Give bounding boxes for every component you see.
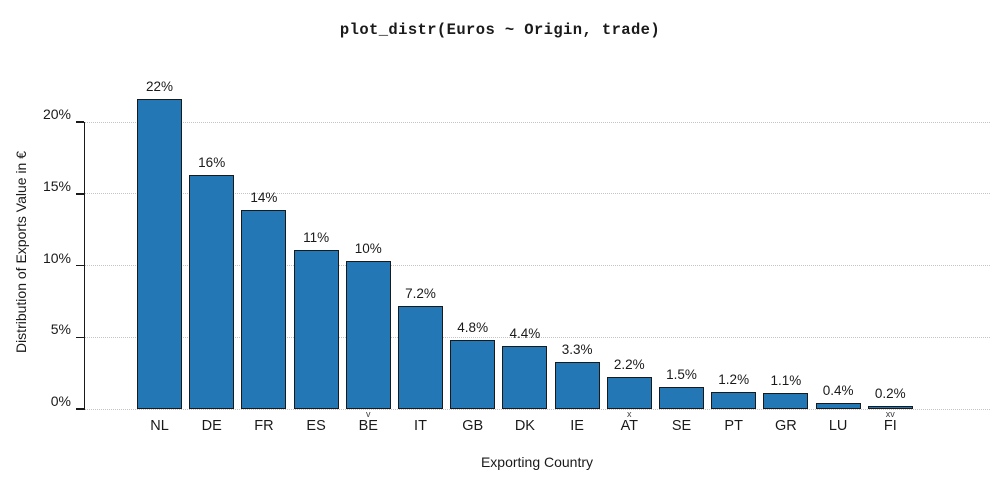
x-tick-mark-FI: xv — [885, 409, 895, 419]
x-tick-label-GB: GB — [462, 418, 484, 434]
x-tick-label-ES: ES — [306, 418, 326, 434]
bar-value-label-IE: 3.3% — [561, 341, 593, 357]
x-tick-label-DE: DE — [201, 418, 222, 434]
bar-IT — [398, 305, 443, 409]
x-tick-label-LU: LU — [828, 418, 848, 434]
bar-ES — [293, 249, 339, 409]
bar-value-label-IT: 7.2% — [405, 285, 436, 301]
bar-DK — [502, 345, 548, 409]
x-tick-mark-BE: v — [366, 409, 371, 419]
bar-value-label-GR: 1.1% — [770, 373, 802, 389]
plot-area: 0% 5% 10% 15% 20% 22% NL 16% DE 14% FR 11% ES 10% BE v 7… — [43, 79, 990, 434]
bar-NL — [137, 99, 182, 409]
y-tick-label-5%: 5% — [50, 321, 71, 338]
gridline-0% — [85, 408, 990, 410]
x-tick-label-NL: NL — [150, 418, 169, 434]
bar-value-label-FR: 14% — [250, 189, 278, 205]
x-tick-label-GR: GR — [775, 418, 797, 434]
bar-IE — [554, 361, 600, 409]
bar-value-label-BE: 10% — [354, 241, 382, 257]
bar-value-label-AT: 2.2% — [613, 357, 645, 373]
x-tick-label-BE: BE — [358, 418, 378, 434]
x-axis-title: Exporting Country — [480, 454, 594, 470]
bar-AT — [606, 377, 652, 409]
bar-DE — [189, 175, 235, 409]
y-tick-label-15%: 15% — [42, 177, 71, 194]
y-tick-label-10%: 10% — [42, 249, 71, 266]
chart-title: plot_distr(Euros ~ Origin, trade) — [339, 21, 661, 39]
x-tick-label-PT: PT — [724, 418, 743, 434]
bar-FI — [867, 406, 913, 409]
x-tick-label-DK: DK — [514, 418, 535, 434]
y-tick-0% — [75, 408, 84, 410]
bar-value-label-NL: 22% — [145, 79, 174, 95]
bar-value-label-GB: 4.8% — [457, 320, 489, 336]
gridline-20% — [85, 121, 990, 123]
y-tick-20% — [75, 121, 84, 123]
bar-SE — [659, 387, 704, 409]
bar-value-label-DK: 4.4% — [509, 325, 541, 341]
bar-value-label-SE: 1.5% — [666, 367, 697, 383]
bar-BE — [345, 261, 391, 409]
y-axis-line — [83, 121, 85, 410]
y-tick-10% — [75, 264, 84, 267]
bar-value-label-ES: 11% — [303, 229, 330, 245]
y-tick-5% — [75, 336, 84, 338]
bar-value-label-DE: 16% — [198, 155, 226, 171]
bar-GB — [450, 340, 496, 409]
bar-value-label-LU: 0.4% — [822, 383, 854, 399]
x-tick-label-SE: SE — [671, 418, 692, 434]
bar-LU — [815, 403, 861, 409]
bar-GR — [763, 393, 809, 409]
bar-FR — [241, 209, 287, 409]
y-tick-label-20%: 20% — [42, 106, 71, 122]
y-axis-title: Distribution of Exports Value in € — [13, 150, 29, 354]
bar-value-label-FI: 0.2% — [874, 386, 906, 401]
y-tick-15% — [75, 193, 84, 195]
x-tick-mark-AT: x — [627, 409, 632, 419]
gridline-10% — [85, 265, 990, 266]
gridline-5% — [85, 336, 990, 338]
y-tick-label-0%: 0% — [50, 393, 71, 409]
x-tick-label-FI: FI — [883, 418, 897, 434]
x-tick-label-IT: IT — [414, 418, 427, 434]
bar-PT — [711, 391, 757, 409]
x-tick-label-AT: AT — [620, 418, 639, 434]
x-tick-label-FR: FR — [254, 418, 274, 434]
gridline-15% — [85, 193, 990, 195]
bar-value-label-PT: 1.2% — [718, 371, 750, 387]
x-tick-label-IE: IE — [570, 418, 584, 434]
